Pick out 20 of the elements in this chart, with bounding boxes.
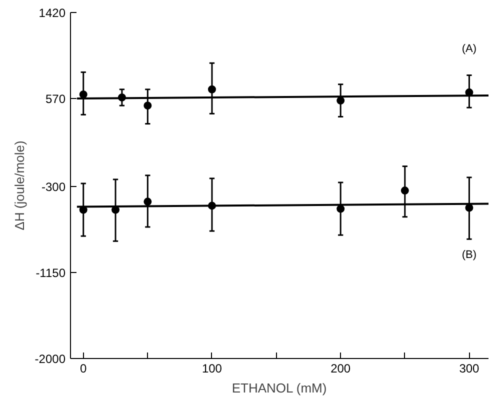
- x-tick-label: 200: [330, 362, 351, 376]
- y-tick-label: -2000: [34, 352, 66, 366]
- x-axis-title: ETHANOL (mM): [232, 380, 327, 396]
- point: [336, 96, 345, 105]
- point: [144, 102, 152, 110]
- point: [336, 204, 345, 213]
- y-tick-label: 570: [45, 92, 66, 106]
- point: [400, 186, 409, 195]
- annotation: (A): [462, 42, 477, 55]
- x-tick-label: 300: [459, 362, 480, 376]
- y-tick-label: -1150: [36, 266, 66, 280]
- point: [79, 90, 88, 98]
- point: [208, 85, 216, 94]
- x-tick-label: 0: [80, 362, 88, 376]
- y-tick-label: 1420: [38, 6, 66, 20]
- x-tick-label: 100: [202, 362, 222, 376]
- point: [144, 198, 152, 206]
- y-tick-label: -300: [41, 180, 66, 194]
- y-axis-title: ΔH (joule/mole): [12, 140, 27, 230]
- annotation: (B): [462, 249, 477, 262]
